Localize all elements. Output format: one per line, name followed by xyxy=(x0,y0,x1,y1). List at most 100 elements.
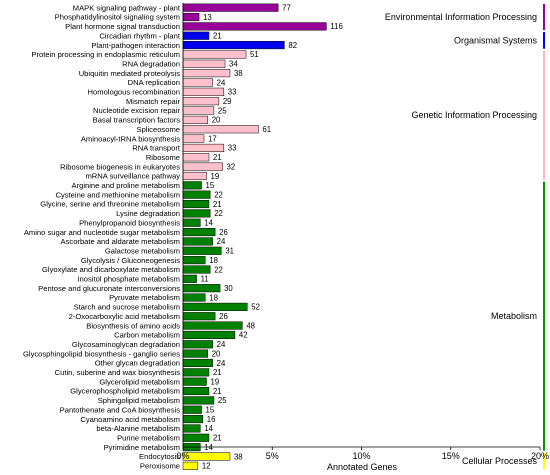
category-label: Pentose and glucuronate interconversions xyxy=(38,284,180,293)
category-label: Amino sugar and nucleotide sugar metabol… xyxy=(24,228,180,237)
value-label: 18 xyxy=(209,293,218,302)
bar xyxy=(182,452,231,461)
bar xyxy=(182,228,216,237)
category-label: Protein processing in endoplasmic reticu… xyxy=(31,50,180,59)
bar xyxy=(182,256,206,265)
value-label: 33 xyxy=(228,144,237,153)
value-label: 16 xyxy=(207,415,216,424)
value-label: 22 xyxy=(214,209,223,218)
category-label: Arginine and proline metabolism xyxy=(72,181,180,190)
value-label: 13 xyxy=(203,13,212,22)
category-label: Lysine degradation xyxy=(116,209,180,218)
bar xyxy=(182,115,208,124)
category-label: Other glycan degradation xyxy=(95,359,180,368)
bar xyxy=(182,340,213,349)
category-label: Biosynthesis of amino acids xyxy=(86,321,180,330)
category-label: RNA degradation xyxy=(122,59,180,68)
value-label: 77 xyxy=(282,3,291,12)
category-label: DNA replication xyxy=(128,78,180,87)
bar xyxy=(182,246,222,255)
value-label: 21 xyxy=(213,434,222,443)
bar xyxy=(182,302,248,311)
bar xyxy=(182,321,243,330)
bar xyxy=(182,368,210,377)
value-label: 24 xyxy=(217,340,226,349)
category-label: Plant hormone signal transduction xyxy=(65,22,180,31)
category-label: Cyanoamino acid metabolism xyxy=(80,415,180,424)
category-label: Glycerophospholipid metabolism xyxy=(70,387,180,396)
bar xyxy=(182,12,200,22)
category-label: Pyruvate metabolism xyxy=(109,293,180,302)
bar xyxy=(182,59,226,68)
bar xyxy=(182,405,202,414)
group-label: Cellular Processes xyxy=(462,456,538,466)
bar xyxy=(182,41,285,50)
value-label: 21 xyxy=(213,200,222,209)
category-label: Galactose metabolism xyxy=(105,246,180,255)
bar xyxy=(182,181,202,190)
category-label: Glycosaminoglycan degradation xyxy=(72,340,180,349)
category-label: Mismatch repair xyxy=(126,97,180,106)
bar xyxy=(182,125,259,134)
bar xyxy=(182,78,213,87)
bar xyxy=(182,396,215,405)
value-label: 33 xyxy=(228,88,237,97)
bar xyxy=(182,199,210,209)
value-label: 116 xyxy=(330,22,342,31)
bar xyxy=(182,461,199,470)
bar xyxy=(182,106,215,115)
value-label: 19 xyxy=(210,172,219,181)
bar xyxy=(182,284,221,293)
bar xyxy=(182,22,327,31)
category-label: Peroxisome xyxy=(140,462,180,471)
group-label: Genetic Information Processing xyxy=(411,110,537,120)
category-label: Cysteine and methionine metabolism xyxy=(55,190,180,199)
bar xyxy=(182,153,210,162)
bar xyxy=(182,312,216,321)
value-label: 26 xyxy=(219,228,228,237)
bar xyxy=(182,69,231,78)
category-label: Pyrimidine metabolism xyxy=(104,443,180,452)
category-label: Carbon metabolism xyxy=(114,331,180,340)
bar xyxy=(182,433,210,442)
bar xyxy=(182,377,207,386)
category-label: Circadian rhythm - plant xyxy=(99,31,180,40)
category-label: Glycosphingolipid biosynthesis - ganglio… xyxy=(23,349,180,358)
bar xyxy=(182,209,211,218)
bars-layer xyxy=(182,3,327,470)
category-label: Ribosome biogenesis in eukaryotes xyxy=(60,162,180,171)
value-label: 21 xyxy=(213,387,222,396)
value-label: 19 xyxy=(210,377,219,386)
category-label: Endocytosis xyxy=(139,452,180,461)
group-label: Metabolism xyxy=(491,311,537,321)
value-label: 32 xyxy=(227,162,236,171)
bar xyxy=(182,3,279,12)
value-label: 30 xyxy=(224,284,233,293)
bar xyxy=(182,237,213,246)
value-label: 24 xyxy=(217,78,226,87)
bar xyxy=(182,386,210,396)
category-labels: MAPK signaling pathway - plantPhosphatid… xyxy=(23,3,181,470)
category-label: Glycine, serine and threonine metabolism xyxy=(40,200,180,209)
value-label: 11 xyxy=(201,275,209,284)
value-label: 48 xyxy=(246,321,255,330)
value-label: 31 xyxy=(225,247,234,256)
category-label: Homologous recombination xyxy=(88,88,180,97)
category-label: Nucleotide excision repair xyxy=(93,106,180,115)
group-annotations: Environmental Information Processing Orga… xyxy=(385,4,545,470)
x-tick-label: 5% xyxy=(266,451,279,461)
value-label: 15 xyxy=(206,181,215,190)
category-label: 2-Oxocarboxylic acid metabolism xyxy=(69,312,180,321)
bar xyxy=(182,134,205,143)
value-label: 12 xyxy=(202,462,211,471)
value-label: 15 xyxy=(206,406,215,415)
value-label: 25 xyxy=(218,396,227,405)
category-label: Glycolysis / Gluconeogenesis xyxy=(81,256,180,265)
category-label: Glyoxylate and dicarboxylate metabolism xyxy=(42,265,180,274)
value-label: 14 xyxy=(204,219,213,228)
category-label: Plant-pathogen interaction xyxy=(91,41,180,50)
value-label: 21 xyxy=(213,153,222,162)
value-label: 20 xyxy=(212,116,221,125)
value-label: 21 xyxy=(213,368,222,377)
